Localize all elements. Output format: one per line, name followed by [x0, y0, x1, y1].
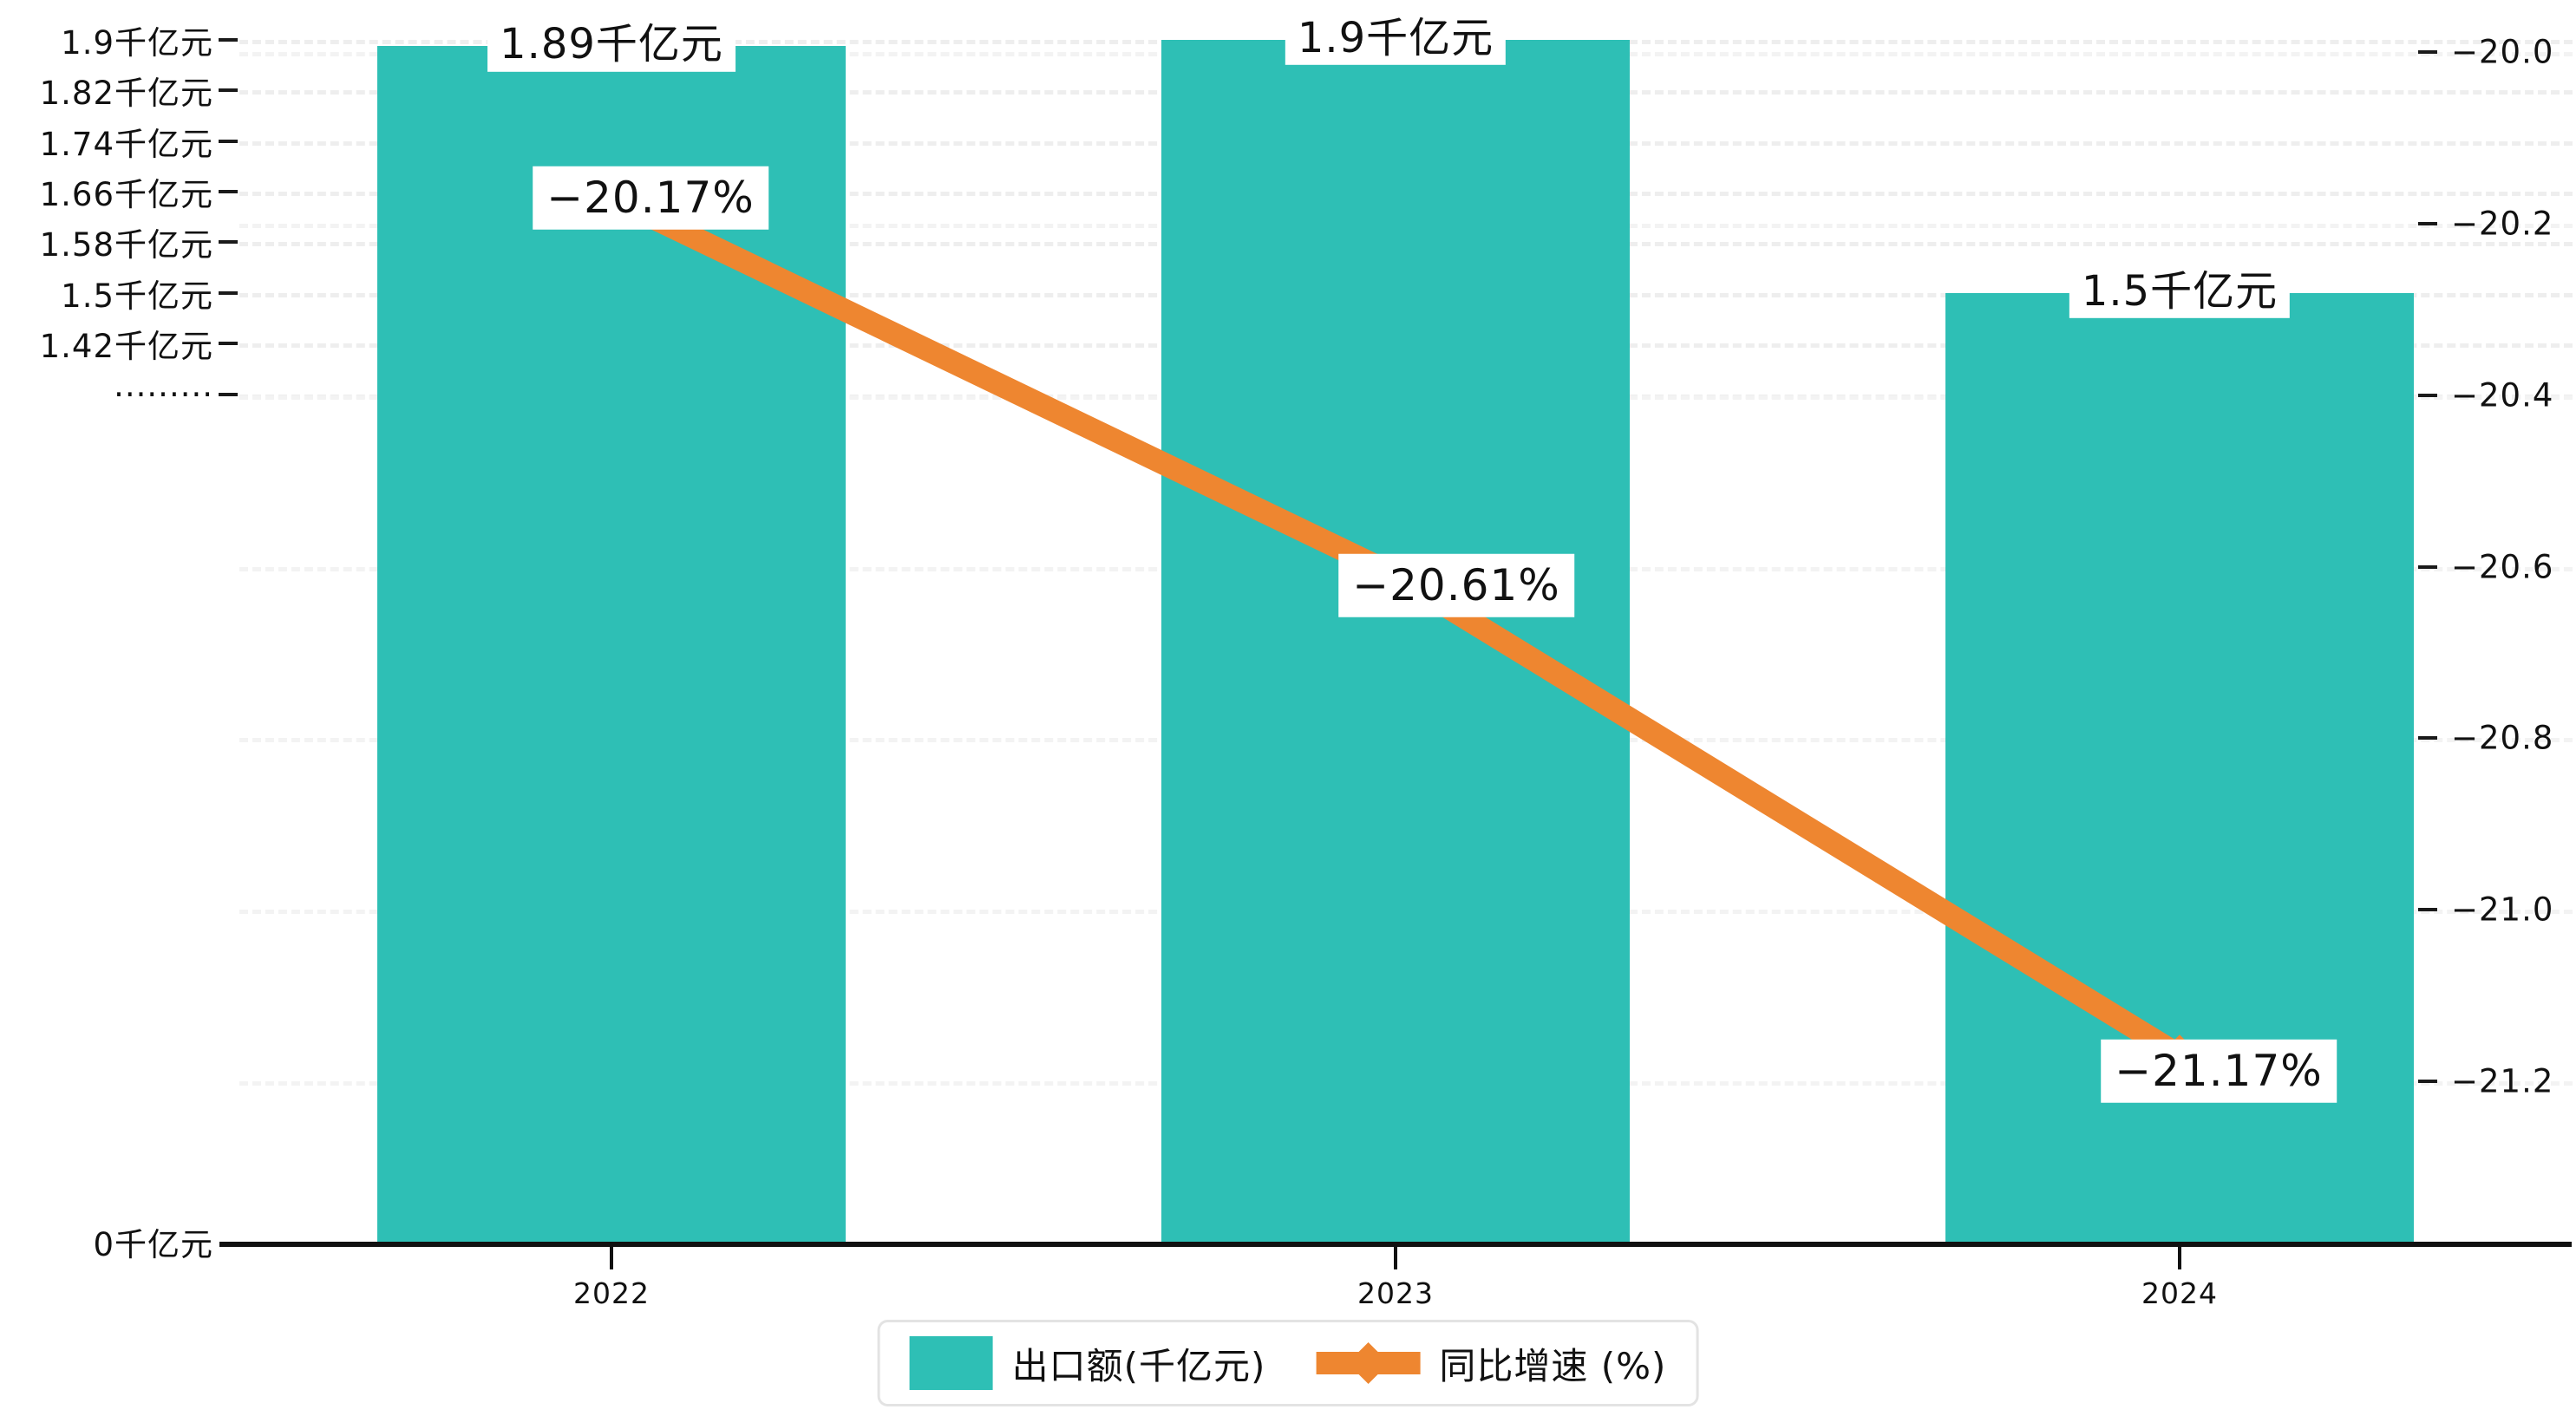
x-axis-tick-label: 2024	[2141, 1276, 2218, 1310]
left-axis-tick-mark	[219, 240, 238, 245]
left-axis-tick-label: 1.66千亿元	[39, 176, 213, 214]
right-axis-tick-label: −21.2	[2451, 1062, 2554, 1100]
right-axis-tick-mark	[2418, 736, 2437, 741]
left-axis-tick-label: 1.5千亿元	[61, 277, 213, 315]
left-axis-tick-mark	[219, 290, 238, 295]
line-value-label: −20.17%	[533, 166, 768, 230]
line-value-label: −21.17%	[2101, 1040, 2337, 1103]
right-axis-tick-mark	[2418, 50, 2437, 54]
left-axis-tick-label: 1.9千亿元	[61, 24, 213, 62]
left-axis-tick-label: ·········	[114, 375, 213, 413]
left-axis-tick-mark	[219, 38, 238, 42]
right-axis-tick-label: −20.4	[2451, 376, 2554, 414]
right-axis-tick-label: −20.6	[2451, 548, 2554, 585]
right-axis-tick-label: −20.2	[2451, 205, 2554, 243]
legend-diamond-marker	[1347, 1341, 1389, 1385]
x-axis-tick-mark	[1394, 1247, 1397, 1269]
legend-label-growth-rate: 同比增速 (%)	[1439, 1344, 1667, 1387]
left-axis-tick-mark	[219, 190, 238, 194]
right-axis-tick-mark	[2418, 221, 2437, 225]
left-axis-tick-label: 0千亿元	[93, 1226, 213, 1263]
left-axis-tick-label: 1.42千亿元	[39, 328, 213, 366]
x-axis-tick-label: 2022	[573, 1276, 650, 1310]
left-axis-tick-mark	[219, 88, 238, 93]
legend-label-export-value: 出口额(千亿元)	[1011, 1344, 1266, 1387]
line-diamond-marker-icon	[1316, 1336, 1421, 1390]
left-axis-tick-label: 1.82千亿元	[39, 75, 213, 113]
x-axis-tick-label: 2023	[1357, 1276, 1434, 1310]
bar-value-label: 1.5千亿元	[2069, 264, 2291, 318]
right-axis-tick-mark	[2418, 1080, 2437, 1083]
left-axis-tick-label: 1.74千亿元	[39, 125, 213, 163]
right-axis-tick-mark	[2418, 908, 2437, 912]
line-value-label: −20.61%	[1338, 554, 1574, 617]
left-axis-tick-label: 1.58千亿元	[39, 226, 213, 264]
left-axis-tick-mark	[219, 342, 238, 346]
bar-value-label: 1.89千亿元	[487, 17, 736, 72]
x-axis-line	[219, 1242, 2572, 1247]
x-axis-tick-mark	[610, 1247, 613, 1269]
right-axis-tick-mark	[2418, 564, 2437, 569]
right-axis-tick-label: −21.0	[2451, 891, 2554, 929]
right-axis-tick-label: −20.8	[2451, 719, 2554, 757]
left-axis-tick-mark	[219, 392, 238, 396]
right-axis-tick-label: −20.0	[2451, 33, 2554, 71]
left-axis-tick-mark	[219, 139, 238, 143]
legend-item-growth-rate[interactable]: 同比增速 (%)	[1316, 1336, 1666, 1390]
right-axis-tick-mark	[2418, 393, 2437, 397]
legend-item-export-value[interactable]: 出口额(千亿元)	[909, 1336, 1266, 1390]
bar-swatch-icon	[909, 1336, 993, 1390]
bar-value-label: 1.9千亿元	[1285, 10, 1507, 66]
x-axis-tick-mark	[2178, 1247, 2181, 1269]
chart-legend[interactable]: 出口额(千亿元) 同比增速 (%)	[877, 1320, 1699, 1406]
bar[interactable]	[1161, 40, 1630, 1242]
